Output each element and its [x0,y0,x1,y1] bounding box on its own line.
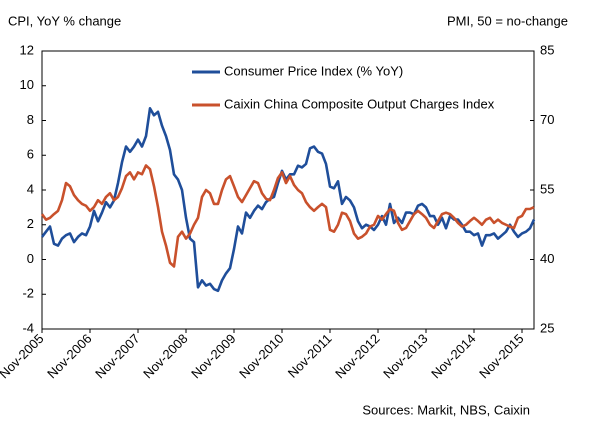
series-line [40,164,535,268]
y-tick-label: 10 [20,77,34,92]
y2-tick-label: 40 [540,251,554,266]
y-tick-label: -4 [22,320,34,335]
y-tick-label: 2 [27,216,34,231]
x-tick-label: Nov-2015 [476,331,526,381]
y2-tick-label: 85 [540,42,554,57]
legend-label: Consumer Price Index (% YoY) [224,63,403,78]
y2-tick-label: 55 [540,181,554,196]
x-tick-label: Nov-2007 [92,331,142,381]
y-tick-label: 12 [20,42,34,57]
y-tick-label: 8 [27,112,34,127]
y2-tick-label: 25 [540,320,554,335]
y-tick-label: -2 [22,286,34,301]
legend-label: Caixin China Composite Output Charges In… [224,96,495,111]
y2-tick-label: 70 [540,112,554,127]
x-tick-label: Nov-2014 [428,331,478,381]
y2-axis-title: PMI, 50 = no-change [447,13,568,28]
x-tick-label: Nov-2008 [140,331,190,381]
y-axis-title: CPI, YoY % change [8,13,121,28]
x-tick-label: Nov-2010 [236,331,286,381]
y-tick-label: 4 [27,181,34,196]
x-tick-label: Nov-2013 [380,331,430,381]
source: Sources: Markit, NBS, Caixin [362,402,530,417]
y-tick-label: 0 [27,251,34,266]
x-tick-label: Nov-2012 [332,331,382,381]
x-tick-label: Nov-2011 [285,331,335,381]
x-tick-label: Nov-2006 [44,331,94,381]
x-tick-label: Nov-2009 [188,331,238,381]
x-tick-label: Nov-2005 [0,331,47,381]
y-tick-label: 6 [27,147,34,162]
